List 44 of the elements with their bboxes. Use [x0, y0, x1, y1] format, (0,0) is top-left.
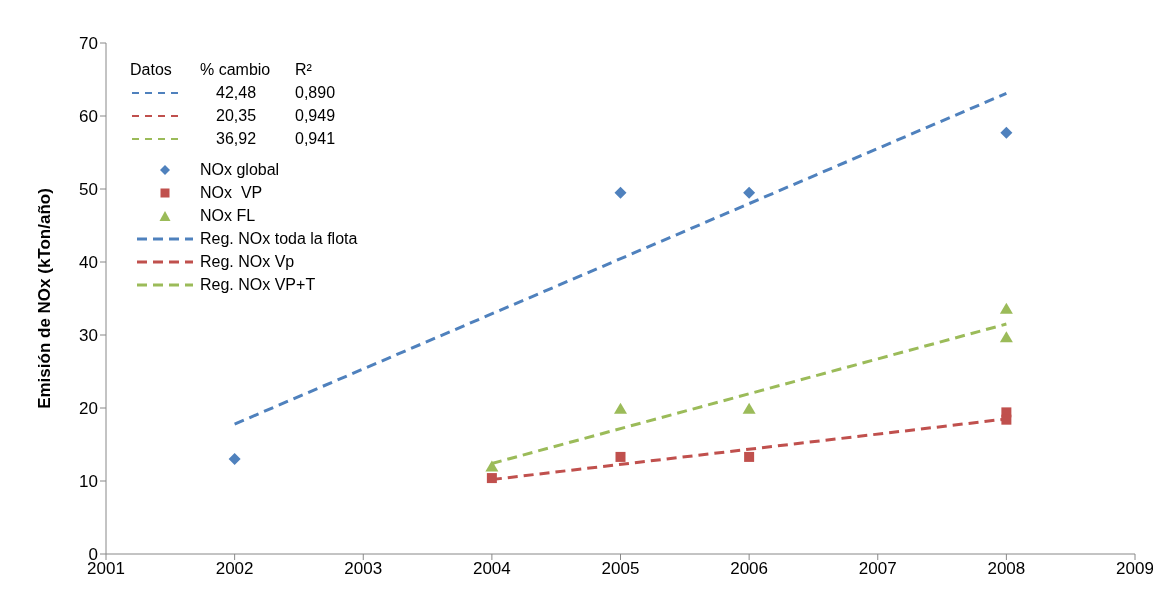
y-tick-label: 10 [79, 472, 98, 492]
x-tick-label: 2004 [472, 559, 511, 579]
legend-label: NOx global [200, 160, 280, 180]
legend-label: NOx VP [200, 183, 263, 203]
y-tick-label: 40 [79, 253, 98, 273]
point [228, 453, 241, 466]
y-tick-label: 20 [79, 399, 98, 419]
x-tick-label: 2006 [730, 559, 769, 579]
annotation: R² [295, 60, 313, 80]
point [614, 402, 627, 414]
legend-label: Reg. NOx VP+T [200, 275, 316, 295]
x-tick-label: 2009 [1116, 559, 1154, 579]
annotation: 0,890 [295, 83, 337, 103]
legend-label: NOx FL [200, 206, 256, 226]
legend-label: Reg. NOx toda la flota [200, 229, 358, 249]
x-tick-label: 2007 [858, 559, 897, 579]
point [742, 402, 756, 414]
legend-label: Reg. NOx Vp [200, 252, 295, 272]
y-axis-title: Emisión de NOx (kTon/año) [35, 188, 55, 409]
point [486, 473, 497, 484]
annotation: 20,35 [215, 106, 258, 126]
point [999, 302, 1013, 314]
annotation: 0,949 [295, 106, 337, 126]
x-tick-label: 2005 [601, 559, 640, 579]
annotation: % cambio [200, 60, 272, 80]
y-tick-label: 60 [79, 107, 98, 127]
x-tick-label: 2008 [987, 559, 1026, 579]
y-tick-label: 70 [79, 34, 98, 54]
point [999, 331, 1013, 343]
point [1001, 414, 1012, 425]
point [1000, 126, 1013, 139]
annotation: 36,92 [215, 129, 258, 149]
annotation: 0,941 [295, 129, 337, 149]
point [485, 460, 499, 472]
y-tick-label: 50 [79, 180, 98, 200]
annotation: Datos [130, 60, 173, 80]
point [614, 186, 627, 199]
annotation: 42,48 [215, 83, 258, 103]
x-tick-label: 2002 [215, 559, 254, 579]
point [744, 451, 755, 462]
y-tick-label: 30 [79, 326, 98, 346]
x-tick-label: 2003 [344, 559, 383, 579]
point [743, 186, 756, 199]
point [615, 451, 626, 462]
